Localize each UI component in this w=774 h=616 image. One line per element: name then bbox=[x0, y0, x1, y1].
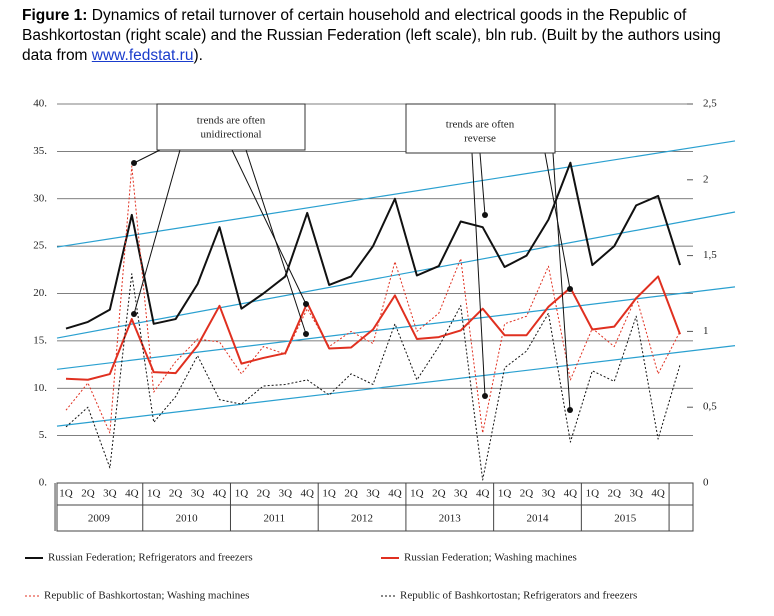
year-label: 2014 bbox=[526, 513, 549, 525]
x-tick-label: 1Q bbox=[322, 488, 336, 500]
legend-label: Russian Federation; Washing machines bbox=[404, 552, 577, 564]
x-tick-label: 3Q bbox=[279, 488, 293, 500]
x-tick-label: 2Q bbox=[81, 488, 95, 500]
caption-label: Figure 1: bbox=[22, 7, 88, 24]
annotation-connectors bbox=[133, 149, 571, 411]
x-tick-label: 4Q bbox=[651, 488, 665, 500]
y-tick-label: 10. bbox=[33, 382, 47, 394]
y-tick-label: 0. bbox=[39, 477, 48, 489]
trend-line bbox=[56, 140, 736, 248]
x-tick-label: 3Q bbox=[366, 488, 380, 500]
y-tick-label: 15. bbox=[33, 334, 47, 346]
caption-end: ). bbox=[193, 47, 203, 64]
y2-tick-label: 1,5 bbox=[703, 249, 717, 261]
x-tick-label: 3Q bbox=[191, 488, 205, 500]
annotation-text: trends are often bbox=[446, 119, 515, 131]
y-tick-label: 35. bbox=[33, 145, 47, 157]
annotation-box bbox=[156, 103, 306, 151]
y-tick-label: 30. bbox=[33, 192, 47, 204]
series-line bbox=[65, 165, 681, 434]
x-tick-label: 2Q bbox=[344, 488, 358, 500]
y2-tick-label: 0 bbox=[703, 477, 709, 489]
trend-line bbox=[56, 345, 736, 427]
x-tick-label: 1Q bbox=[147, 488, 161, 500]
y-tick-label: 40. bbox=[33, 98, 47, 110]
year-label: 2012 bbox=[351, 513, 373, 525]
x-tick-label: 2Q bbox=[520, 488, 534, 500]
x-tick-label: 4Q bbox=[388, 488, 402, 500]
y2-tick-label: 2,5 bbox=[703, 98, 717, 110]
x-tick-label: 4Q bbox=[476, 488, 490, 500]
year-label: 2009 bbox=[88, 513, 111, 525]
x-tick-label: 4Q bbox=[213, 488, 227, 500]
annotation-box bbox=[405, 103, 556, 154]
caption: Figure 1: Dynamics of retail turnover of… bbox=[22, 6, 752, 66]
source-link[interactable]: www.fedstat.ru bbox=[91, 47, 194, 64]
x-tick-label: 2Q bbox=[169, 488, 183, 500]
year-label: 2011 bbox=[264, 513, 286, 525]
caption-text: Dynamics of retail turnover of certain h… bbox=[22, 7, 721, 64]
legend-label: Republic of Bashkortostan; Washing machi… bbox=[44, 590, 249, 602]
x-tick-label: 3Q bbox=[629, 488, 643, 500]
y-tick-label: 5. bbox=[39, 429, 48, 441]
y-tick-label: 25. bbox=[33, 240, 47, 252]
x-tick-label: 1Q bbox=[410, 488, 424, 500]
x-tick-label: 2Q bbox=[257, 488, 271, 500]
annotation-dots bbox=[131, 160, 573, 413]
year-label: 2013 bbox=[439, 513, 462, 525]
y2-tick-label: 1 bbox=[703, 325, 709, 337]
year-label: 2015 bbox=[614, 513, 637, 525]
x-axis-frame bbox=[56, 482, 694, 532]
legend-label: Russian Federation; Refrigerators and fr… bbox=[48, 552, 253, 564]
x-tick-label: 4Q bbox=[125, 488, 139, 500]
annotation-text: reverse bbox=[464, 133, 496, 145]
trend-line bbox=[56, 286, 736, 370]
x-tick-label: 1Q bbox=[59, 488, 73, 500]
x-tick-label: 1Q bbox=[235, 488, 249, 500]
legend-label: Republic of Bashkortostan; Refrigerators… bbox=[400, 590, 637, 602]
series-line bbox=[65, 273, 681, 481]
series-line bbox=[65, 161, 681, 330]
x-tick-label: 3Q bbox=[542, 488, 556, 500]
x-tick-label: 3Q bbox=[454, 488, 468, 500]
series-line bbox=[65, 275, 681, 381]
x-tick-label: 4Q bbox=[564, 488, 578, 500]
annotation-text: unidirectional bbox=[200, 129, 261, 141]
x-tick-label: 3Q bbox=[103, 488, 117, 500]
x-tick-label: 2Q bbox=[608, 488, 622, 500]
y2-tick-label: 0,5 bbox=[703, 401, 717, 413]
x-tick-label: 4Q bbox=[301, 488, 315, 500]
x-tick-label: 2Q bbox=[432, 488, 446, 500]
y2-tick-label: 2 bbox=[703, 173, 709, 185]
x-tick-label: 1Q bbox=[498, 488, 512, 500]
annotation-text: trends are often bbox=[197, 115, 266, 127]
x-tick-label: 1Q bbox=[586, 488, 600, 500]
year-label: 2010 bbox=[176, 513, 199, 525]
y-tick-label: 20. bbox=[33, 287, 47, 299]
